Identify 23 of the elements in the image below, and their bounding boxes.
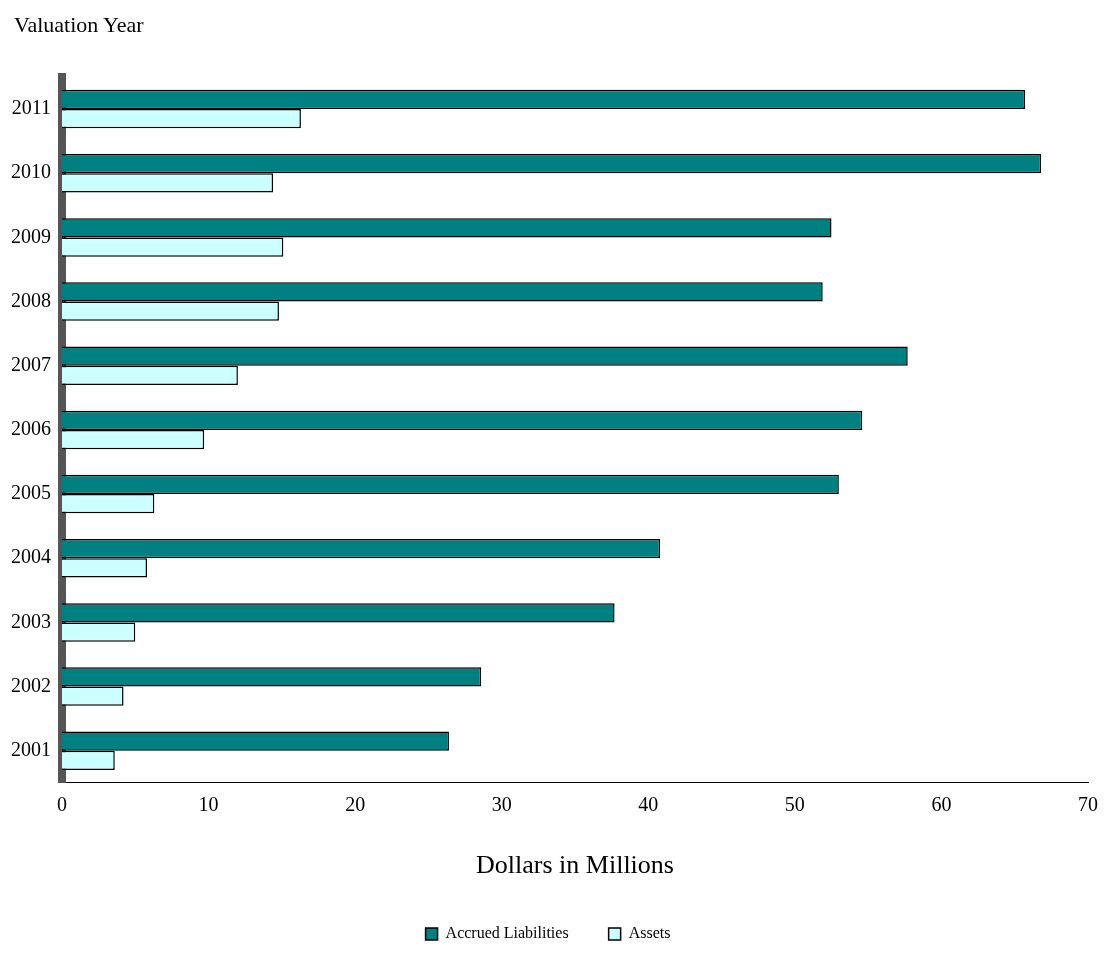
x-tick-label: 20 [345, 793, 366, 816]
x-tick-label: 10 [198, 793, 219, 816]
y-tick-label: 2008 [11, 288, 51, 311]
y-tick-label: 2003 [11, 609, 51, 632]
y-tick-label: 2004 [11, 545, 51, 568]
legend-label: Accrued Liabilities [445, 924, 569, 942]
y-tick-label: 2006 [11, 417, 51, 440]
x-tick-label: 50 [784, 793, 805, 816]
x-tick-label: 30 [491, 793, 512, 816]
y-tick-label: 2002 [11, 673, 51, 696]
y-tick-label: 2007 [11, 352, 51, 375]
y-tick-label: 2005 [11, 481, 51, 504]
y-tick-label: 2001 [11, 737, 51, 760]
x-tick-label: 70 [1078, 793, 1098, 816]
x-tick-label: 60 [931, 793, 952, 816]
y-tick-label: 2011 [11, 96, 51, 119]
x-axis-title: Dollars in Millions [476, 850, 674, 880]
y-tick-label: 2010 [11, 160, 51, 183]
x-tick-label: 40 [638, 793, 659, 816]
y-axis-title: Valuation Year [13, 11, 145, 39]
y-tick-label: 2009 [11, 224, 51, 247]
x-tick-label: 0 [57, 793, 67, 816]
legend-label: Assets [628, 924, 671, 942]
